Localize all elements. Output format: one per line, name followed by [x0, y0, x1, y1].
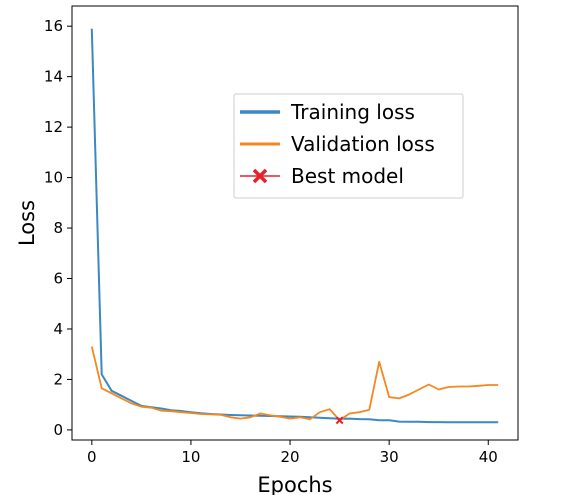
validation-loss-line [90, 346, 499, 422]
plot-border [71, 5, 519, 441]
x-axis-label: Epochs [257, 473, 332, 495]
y-tick-label: 10 [44, 169, 63, 187]
y-tick-label: 6 [53, 270, 63, 288]
marker-layer [335, 416, 344, 425]
y-tick-label: 16 [44, 17, 63, 35]
y-tick-label: 8 [53, 219, 63, 237]
legend-marker-icon [252, 168, 268, 184]
legend: Training loss Validation loss Best model [233, 93, 464, 199]
series-layer [90, 28, 499, 424]
y-tick-label: 12 [44, 118, 63, 136]
best-model-marker [335, 416, 344, 425]
y-axis-ticks: 0 2 4 6 8 10 12 14 16 [44, 17, 72, 439]
x-tick-label: 20 [280, 448, 299, 466]
x-tick-label: 0 [87, 448, 97, 466]
legend-item-best-model: Best model [240, 164, 404, 188]
training-loss-line [90, 28, 499, 424]
legend-item-validation-loss: Validation loss [240, 132, 435, 156]
x-tick-label: 40 [479, 448, 498, 466]
y-tick-label: 2 [53, 370, 63, 388]
y-axis-label: Loss [15, 200, 39, 246]
legend-label: Best model [291, 164, 404, 188]
x-tick-label: 30 [380, 448, 399, 466]
legend-label: Training loss [290, 100, 415, 124]
legend-label: Validation loss [291, 132, 435, 156]
legend-box [233, 93, 464, 199]
x-axis-ticks: 0 10 20 30 40 [87, 440, 498, 466]
y-tick-label: 4 [53, 320, 63, 338]
y-tick-label: 14 [44, 68, 63, 86]
axes-frame [71, 5, 519, 441]
legend-item-training-loss: Training loss [240, 100, 415, 124]
y-tick-label: 0 [53, 421, 63, 439]
x-tick-label: 10 [181, 448, 200, 466]
best-model-marker-stroke [335, 416, 344, 425]
